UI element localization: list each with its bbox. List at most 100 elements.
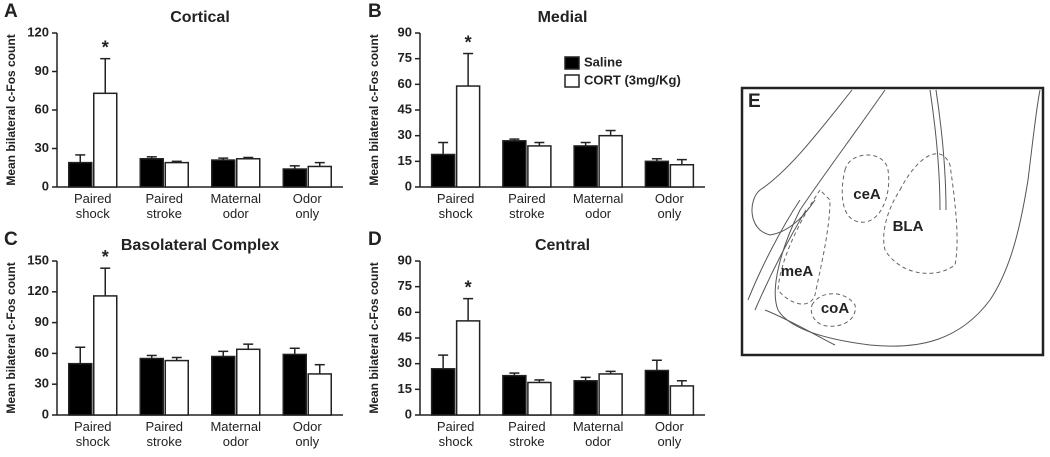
bar: [430, 153, 456, 188]
chart-title: Cortical: [170, 9, 230, 26]
y-tick-label: 60: [35, 345, 49, 360]
y-tick-label: 30: [35, 376, 49, 391]
region-label: coA: [821, 300, 850, 317]
y-tick-label: 90: [398, 24, 412, 39]
y-tick-label: 150: [27, 252, 49, 267]
significance-marker: *: [465, 32, 472, 52]
bar: [430, 368, 456, 416]
legend-swatch: [564, 74, 580, 88]
x-tick-label: Odor only: [293, 419, 323, 449]
bar: [307, 373, 332, 416]
bar: [93, 92, 118, 188]
bar: [164, 359, 189, 416]
x-tick-label: Maternal odor: [210, 191, 261, 221]
y-tick-label: 15: [398, 153, 412, 168]
x-tick-label: Paired stroke: [145, 191, 183, 221]
y-tick-label: 0: [405, 406, 412, 421]
bar: [139, 158, 164, 188]
y-tick-label: 75: [398, 50, 412, 65]
x-tick-label: Maternal odor: [573, 191, 624, 221]
bar: [164, 161, 189, 188]
significance-marker: *: [465, 277, 472, 297]
x-tick-label: Paired stroke: [145, 419, 183, 449]
diagram-frame: [740, 86, 1045, 357]
bar: [68, 161, 93, 188]
y-axis-label: Mean bilateral c-Fos count: [4, 262, 18, 413]
bar: [236, 348, 261, 416]
bar: [282, 353, 307, 416]
bar: [669, 164, 695, 188]
x-tick-label: Odor only: [293, 191, 323, 221]
significance-marker: *: [102, 37, 109, 57]
brain-outline: [747, 89, 1041, 347]
bar: [502, 140, 527, 188]
bar: [282, 168, 307, 188]
x-tick-label: Maternal odor: [573, 419, 624, 449]
y-tick-label: 60: [35, 101, 49, 116]
y-axis-label: Mean bilateral c-Fos count: [367, 262, 381, 413]
x-tick-label: Paired shock: [437, 191, 475, 221]
bar: [502, 374, 527, 416]
legend-label: Saline: [584, 54, 622, 69]
y-tick-label: 45: [398, 101, 412, 116]
bar: [455, 85, 481, 188]
bar: [307, 165, 332, 188]
y-tick-label: 75: [398, 278, 412, 293]
x-tick-label: Odor only: [655, 191, 685, 221]
chart-title: Medial: [538, 9, 588, 26]
y-tick-label: 45: [398, 329, 412, 344]
panel-letter: B: [368, 1, 382, 22]
bar: [598, 134, 623, 188]
region-label: meA: [781, 263, 814, 280]
y-axis-label: Mean bilateral c-Fos count: [367, 34, 381, 185]
chart-title: Basolateral Complex: [121, 237, 279, 254]
panel: B Medial Mean bilateral c-Fos count 0 15 30 45…: [367, 1, 705, 221]
y-tick-label: 30: [35, 140, 49, 155]
bar: [93, 295, 118, 416]
y-tick-label: 0: [42, 406, 49, 421]
x-tick-label: Odor only: [655, 419, 685, 449]
bar: [139, 357, 164, 416]
bar: [211, 159, 236, 188]
y-tick-label: 120: [27, 283, 49, 298]
y-tick-label: 0: [42, 178, 49, 193]
region-label: ceA: [853, 186, 881, 203]
x-tick-label: Maternal odor: [210, 419, 261, 449]
bar: [211, 355, 236, 416]
panel: D Central Mean bilateral c-Fos count 0 15 30 4…: [367, 229, 705, 449]
x-tick-label: Paired stroke: [508, 419, 546, 449]
y-tick-label: 90: [35, 314, 49, 329]
legend-label: CORT (3mg/Kg): [584, 72, 681, 87]
bar: [644, 160, 670, 188]
bar: [68, 362, 93, 416]
bar: [573, 380, 598, 416]
y-tick-label: 90: [398, 252, 412, 267]
y-tick-label: 15: [398, 381, 412, 396]
panel: A Cortical Mean bilateral c-Fos count 0 30 60…: [4, 1, 343, 221]
bar: [573, 145, 598, 188]
bar: [644, 369, 670, 416]
panel-e: E ceA BLA meA coA: [740, 86, 1045, 357]
bar: [669, 385, 695, 416]
region-label: BLA: [893, 218, 924, 235]
bar: [527, 381, 552, 416]
panel-letter: E: [748, 91, 761, 112]
panel-letter: D: [368, 229, 382, 250]
x-tick-label: Paired shock: [74, 419, 112, 449]
panel: C Basolateral Complex Mean bilateral c-Fos…: [4, 229, 343, 449]
bar: [236, 158, 261, 188]
y-tick-label: 0: [405, 178, 412, 193]
y-tick-label: 30: [398, 355, 412, 370]
y-tick-label: 30: [398, 127, 412, 142]
panel-letter: A: [4, 1, 18, 22]
chart-title: Central: [535, 237, 590, 254]
legend-swatch: [564, 56, 580, 70]
y-tick-label: 120: [27, 24, 49, 39]
x-tick-label: Paired shock: [74, 191, 112, 221]
significance-marker: *: [102, 247, 109, 267]
bar: [527, 145, 552, 188]
panel-letter: C: [4, 229, 18, 250]
x-tick-label: Paired shock: [437, 419, 475, 449]
